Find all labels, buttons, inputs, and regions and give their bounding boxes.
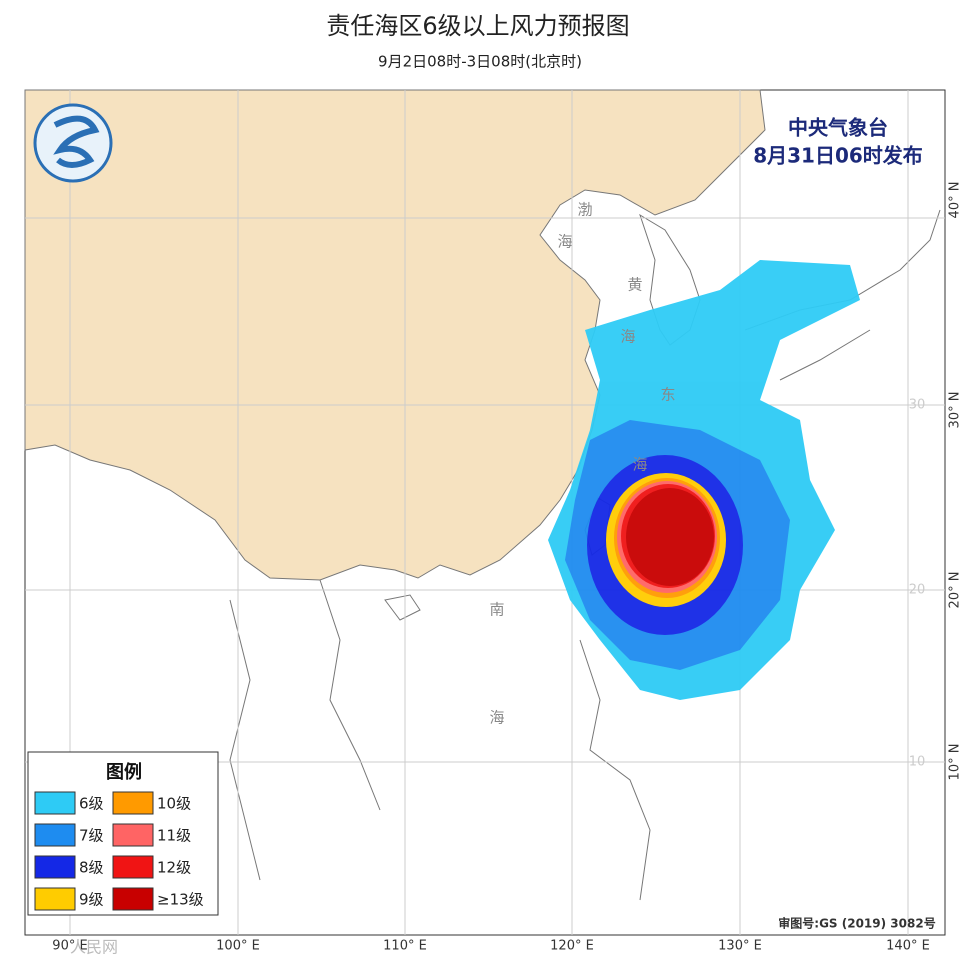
legend-label: ≥13级 <box>157 891 204 909</box>
sea-label: 东 <box>660 386 675 404</box>
latitude-label: 20° N <box>948 572 963 609</box>
sea-label: 黄 <box>627 276 642 294</box>
longitude-label: 140° E <box>886 939 930 954</box>
legend-label: 12级 <box>157 859 191 877</box>
axis-labels: 90° E 100° E 110° E 120° E 130° E 140° E 40° N… <box>52 182 962 954</box>
legend-swatch <box>34 823 76 847</box>
hainan <box>384 594 421 621</box>
legend-label: 11级 <box>157 827 191 845</box>
approval-number: 审图号:GS (2019) 3082号 <box>778 916 935 931</box>
longitude-label: 110° E <box>383 939 427 954</box>
legend-label: 6级 <box>79 795 104 813</box>
sea-label: 海 <box>620 328 635 346</box>
sea-label: 海 <box>489 709 504 727</box>
issuer-name: 中央气象台 <box>788 116 888 140</box>
title: 责任海区6级以上风力预报图 <box>326 12 629 40</box>
longitude-label: 130° E <box>718 939 762 954</box>
sea-label: 渤 <box>577 201 592 219</box>
legend-swatch <box>112 887 154 911</box>
legend-label: 10级 <box>157 795 191 813</box>
legend-title: 图例 <box>106 761 142 783</box>
legend: 图例 6级 10级 7级 11级 8级 12级 9级 ≥13级 <box>27 751 219 916</box>
watermark: 人民网 <box>70 938 118 957</box>
legend-swatch <box>112 791 154 815</box>
inner-grid-label: 10 <box>909 755 926 770</box>
sea-label: 海 <box>632 456 647 474</box>
latitude-label: 30° N <box>948 392 963 429</box>
legend-swatch <box>34 887 76 911</box>
longitude-label: 120° E <box>550 939 594 954</box>
inner-grid-labels: 30 20 10 <box>909 398 926 770</box>
logo-mark <box>53 115 100 168</box>
longitude-label: 90° E <box>52 939 87 954</box>
sea-label: 南 <box>489 601 504 619</box>
sea-label: 海 <box>557 233 572 251</box>
legend-label: 9级 <box>79 891 104 909</box>
legend-label: 7级 <box>79 827 104 845</box>
issue-time: 8月31日06时发布 <box>753 144 923 168</box>
legend-label: 8级 <box>79 859 104 877</box>
china-land <box>24 89 766 581</box>
legend-items: 6级 10级 7级 11级 8级 12级 9级 ≥13级 <box>34 791 204 911</box>
latitude-label: 10° N <box>948 744 963 781</box>
wind-field <box>548 260 860 700</box>
legend-swatch <box>112 823 154 847</box>
logo <box>33 103 113 183</box>
legend-swatch <box>34 791 76 815</box>
latitude-label: 40° N <box>948 182 963 219</box>
coastlines <box>229 579 651 901</box>
wind-13 <box>626 488 714 586</box>
legend-swatch <box>112 855 154 879</box>
inner-grid-label: 20 <box>909 583 926 598</box>
legend-swatch <box>34 855 76 879</box>
inner-grid-label: 30 <box>909 398 926 413</box>
longitude-label: 100° E <box>216 939 260 954</box>
subtitle: 9月2日08时-3日08时(北京时) <box>378 53 582 71</box>
